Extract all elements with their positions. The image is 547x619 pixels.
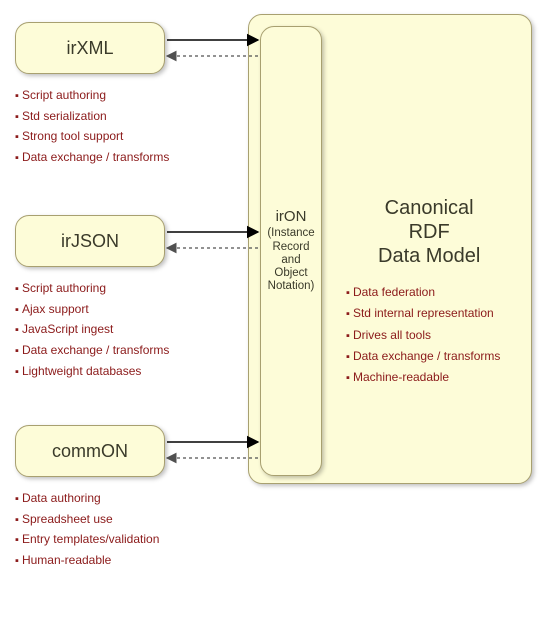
bullet-item: Script authoring <box>15 85 169 106</box>
bullet-item: Std internal representation <box>346 303 500 324</box>
irjson-box: irJSON <box>15 215 165 267</box>
iron-subtitle: (InstanceRecordandObjectNotation) <box>267 227 314 293</box>
irxml-box: irXML <box>15 22 165 74</box>
bullet-item: Spreadsheet use <box>15 509 159 530</box>
bullet-item: Std serialization <box>15 106 169 127</box>
bullet-item: Machine-readable <box>346 367 500 388</box>
irjson-bullets: Script authoringAjax supportJavaScript i… <box>15 278 169 381</box>
diagram-canvas: irON (InstanceRecordandObjectNotation) C… <box>0 0 547 619</box>
iron-title: irON <box>276 208 307 225</box>
bullet-item: Data federation <box>346 282 500 303</box>
canonical-rdf-title: CanonicalRDFData Model <box>378 196 480 268</box>
bullet-item: JavaScript ingest <box>15 319 169 340</box>
common-bullets: Data authoringSpreadsheet useEntry templ… <box>15 488 159 571</box>
bullet-item: Strong tool support <box>15 126 169 147</box>
bullet-item: Data exchange / transforms <box>15 147 169 168</box>
bullet-item: Human-readable <box>15 550 159 571</box>
iron-box: irON (InstanceRecordandObjectNotation) <box>260 26 322 476</box>
irxml-bullets: Script authoringStd serializationStrong … <box>15 85 169 168</box>
bullet-item: Drives all tools <box>346 325 500 346</box>
bullet-item: Data exchange / transforms <box>15 340 169 361</box>
bullet-item: Ajax support <box>15 299 169 320</box>
bullet-item: Lightweight databases <box>15 361 169 382</box>
bullet-item: Script authoring <box>15 278 169 299</box>
bullet-item: Data authoring <box>15 488 159 509</box>
common-box: commON <box>15 425 165 477</box>
bullet-item: Data exchange / transforms <box>346 346 500 367</box>
canonical-rdf-bullets: Data federationStd internal representati… <box>346 282 500 388</box>
bullet-item: Entry templates/validation <box>15 529 159 550</box>
